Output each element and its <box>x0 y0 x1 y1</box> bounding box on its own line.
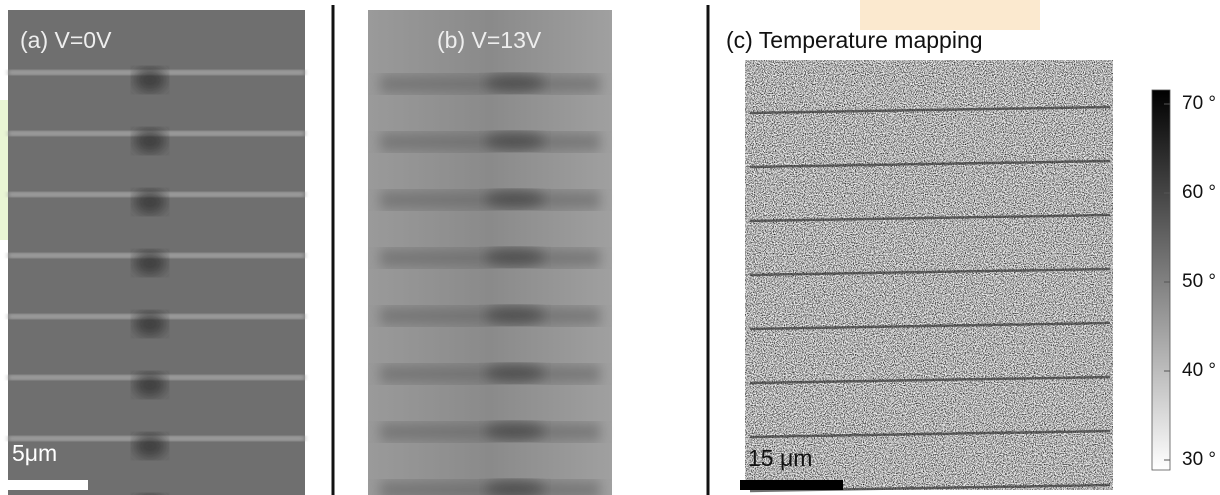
panel-c <box>745 60 1113 491</box>
hot-spot <box>485 74 545 92</box>
hot-spot <box>485 306 545 324</box>
tick-label: 50 ° <box>1182 271 1216 292</box>
panel-label: (a) V=0V <box>20 27 112 53</box>
panel-label: (b) V=13V <box>437 27 542 53</box>
tick-label: 40 ° <box>1182 360 1216 381</box>
hot-spot <box>134 68 166 92</box>
hot-spot <box>134 434 166 458</box>
hot-spot <box>485 422 545 440</box>
hot-spot <box>134 251 166 275</box>
colorbar <box>1152 90 1170 470</box>
scale-bar <box>8 480 88 490</box>
hot-spot <box>485 248 545 266</box>
hot-spot <box>134 190 166 214</box>
hot-spot <box>134 312 166 336</box>
scale-bar <box>740 480 843 490</box>
hot-spot <box>485 190 545 208</box>
background-shape <box>860 0 1040 30</box>
hot-spot <box>134 373 166 397</box>
hot-spot <box>485 364 545 382</box>
tick-label: 30 ° <box>1182 449 1216 470</box>
colorbar-ticks: 70 ° 60 ° 50 ° 40 ° 30 ° <box>1164 93 1216 470</box>
panel-label: (c) Temperature mapping <box>726 27 983 53</box>
figure: (a) V=0V (b) V=13V (c) Temperature mappi… <box>0 0 1220 495</box>
tick-label: 60 ° <box>1182 182 1216 203</box>
hot-spot <box>485 132 545 150</box>
scale-bar-label: 5μm <box>12 440 57 466</box>
scale-bar-label: 15 μm <box>748 445 812 471</box>
tick-label: 70 ° <box>1182 93 1216 114</box>
panel-a <box>8 10 305 495</box>
hot-spot <box>134 129 166 153</box>
panel-b <box>368 10 612 495</box>
